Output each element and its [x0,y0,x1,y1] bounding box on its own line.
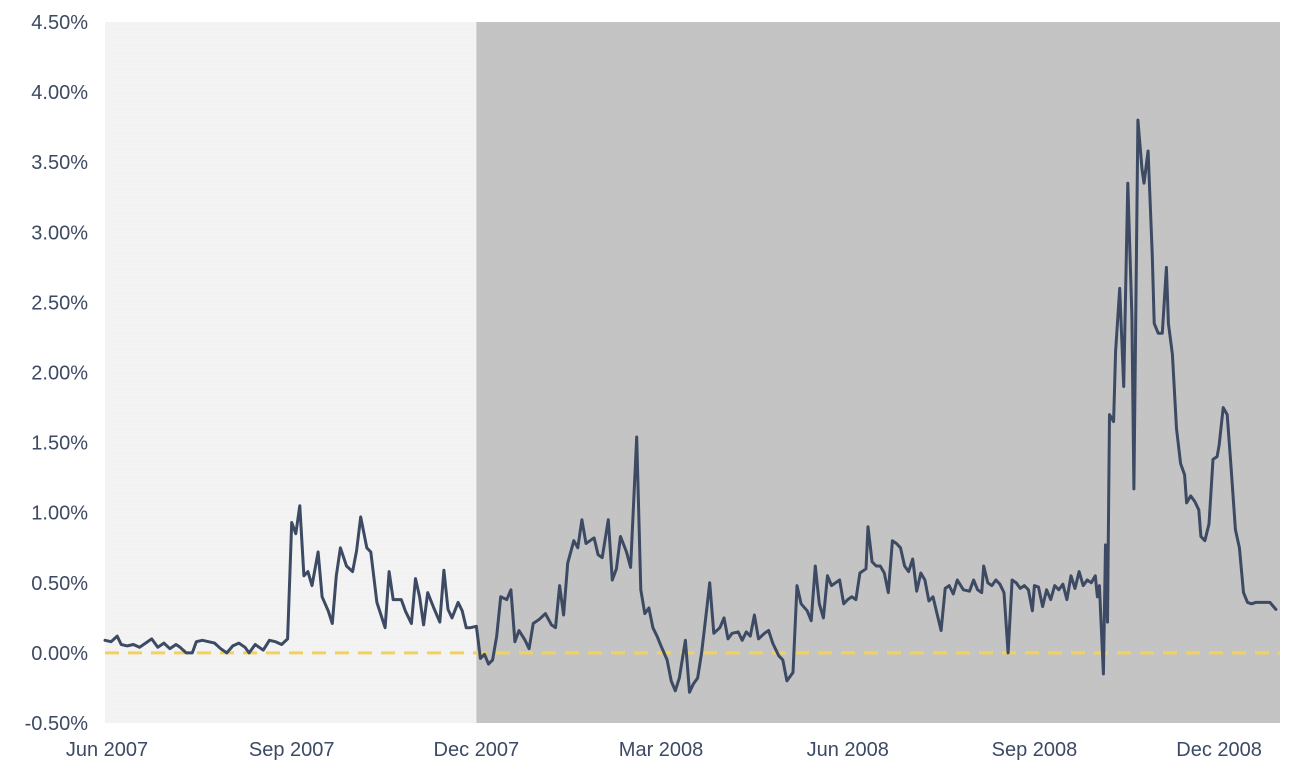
x-tick-label: Jun 2007 [66,739,148,761]
series-line-1 [103,118,1278,694]
y-tick-label: 2.00% [31,363,88,385]
y-axis: 4.50% 4.00% 3.50% 3.00% 2.50% 2.00% 1.50% 1.00%… [25,12,89,735]
y-tick-label: -0.50% [25,713,89,735]
x-tick-label: Dec 2008 [1176,739,1262,761]
x-tick-label: Mar 2008 [619,739,704,761]
x-axis: Jun 2007 Sep 2007 Dec 2007 Mar 2008 Jun 2008… [66,739,1262,761]
y-tick-label: 1.50% [31,433,88,455]
x-tick-label: Sep 2007 [249,739,335,761]
y-tick-label: 4.50% [31,12,88,34]
shaded-region-1 [105,22,477,723]
y-tick-label: 1.00% [31,503,88,525]
shaded-region-2 [476,22,1280,723]
x-tick-label: Jun 2008 [807,739,889,761]
y-tick-label: 3.00% [31,222,88,244]
y-tick-label: 3.50% [31,152,88,174]
x-tick-label: Dec 2007 [434,739,520,761]
y-tick-label: 0.50% [31,573,88,595]
shaded-regions [105,22,1280,723]
y-tick-label: 0.00% [31,643,88,665]
x-tick-label: Sep 2008 [992,739,1078,761]
series-group [103,118,1278,694]
y-tick-label: 2.50% [31,292,88,314]
y-tick-label: 4.00% [31,82,88,104]
